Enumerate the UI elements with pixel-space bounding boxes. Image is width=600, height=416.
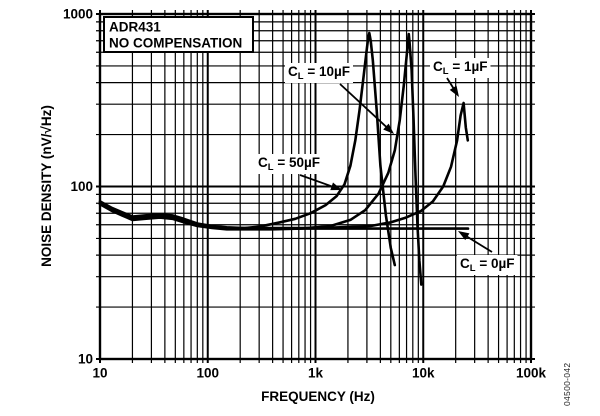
annotation-arrow-shaft	[339, 83, 389, 130]
annotation-arrow-shaft	[464, 234, 493, 253]
x-tick-label: 100	[196, 366, 219, 381]
title-box: ADR431 NO COMPENSATION	[103, 16, 254, 53]
annotation-arrowhead	[383, 123, 394, 134]
curve-cl-10uf	[98, 32, 423, 286]
annotation-label: CL = 0µF	[460, 256, 514, 274]
figure-number: 04500-042	[562, 363, 572, 406]
title-box-border	[103, 16, 254, 53]
annotation: CL = 10µF	[285, 63, 394, 134]
curve-cl-50uf	[98, 31, 397, 267]
x-tick-label: 100k	[516, 366, 547, 381]
x-axis-title: FREQUENCY (Hz)	[261, 389, 375, 404]
annotation-arrowhead	[458, 231, 470, 241]
x-tick-label: 10k	[412, 366, 435, 381]
title-line1: ADR431	[109, 20, 161, 35]
y-tick-label: 10	[78, 352, 93, 367]
annotation: CL = 0µF	[457, 231, 518, 275]
annotation-label: CL = 50µF	[258, 155, 320, 173]
annotation: CL = 1µF	[430, 58, 491, 97]
annotation-arrowhead	[449, 85, 459, 97]
annotation-label-bg	[255, 154, 323, 174]
annotation-label: CL = 10µF	[288, 64, 350, 82]
curves	[98, 31, 470, 286]
title-line2: NO COMPENSATION	[109, 36, 242, 51]
annotation: CL = 50µF	[255, 154, 342, 191]
plot-frame	[98, 12, 533, 361]
y-axis-title: NOISE DENSITY (nV/√Hz)	[39, 105, 54, 267]
x-tick-label: 1k	[308, 366, 324, 381]
annotation-label-bg	[457, 255, 518, 275]
annotation-label-bg	[285, 63, 353, 83]
x-tick-label: 10	[92, 366, 107, 381]
annotation-arrowhead	[330, 182, 342, 191]
y-tick-label: 1000	[63, 7, 93, 22]
y-tick-label: 100	[70, 179, 93, 194]
curve-cl-1uf	[98, 101, 470, 230]
annotation-arrow-shaft	[299, 174, 335, 189]
curve-annotations: CL = 50µF CL = 10µF CL = 1µF CL = 0µF	[255, 58, 518, 275]
annotation-label-bg	[430, 58, 491, 78]
axis-tick-labels: 10 100 1k 10k 100k 10 100 1000	[63, 7, 547, 381]
annotation-label: CL = 1µF	[433, 59, 487, 77]
